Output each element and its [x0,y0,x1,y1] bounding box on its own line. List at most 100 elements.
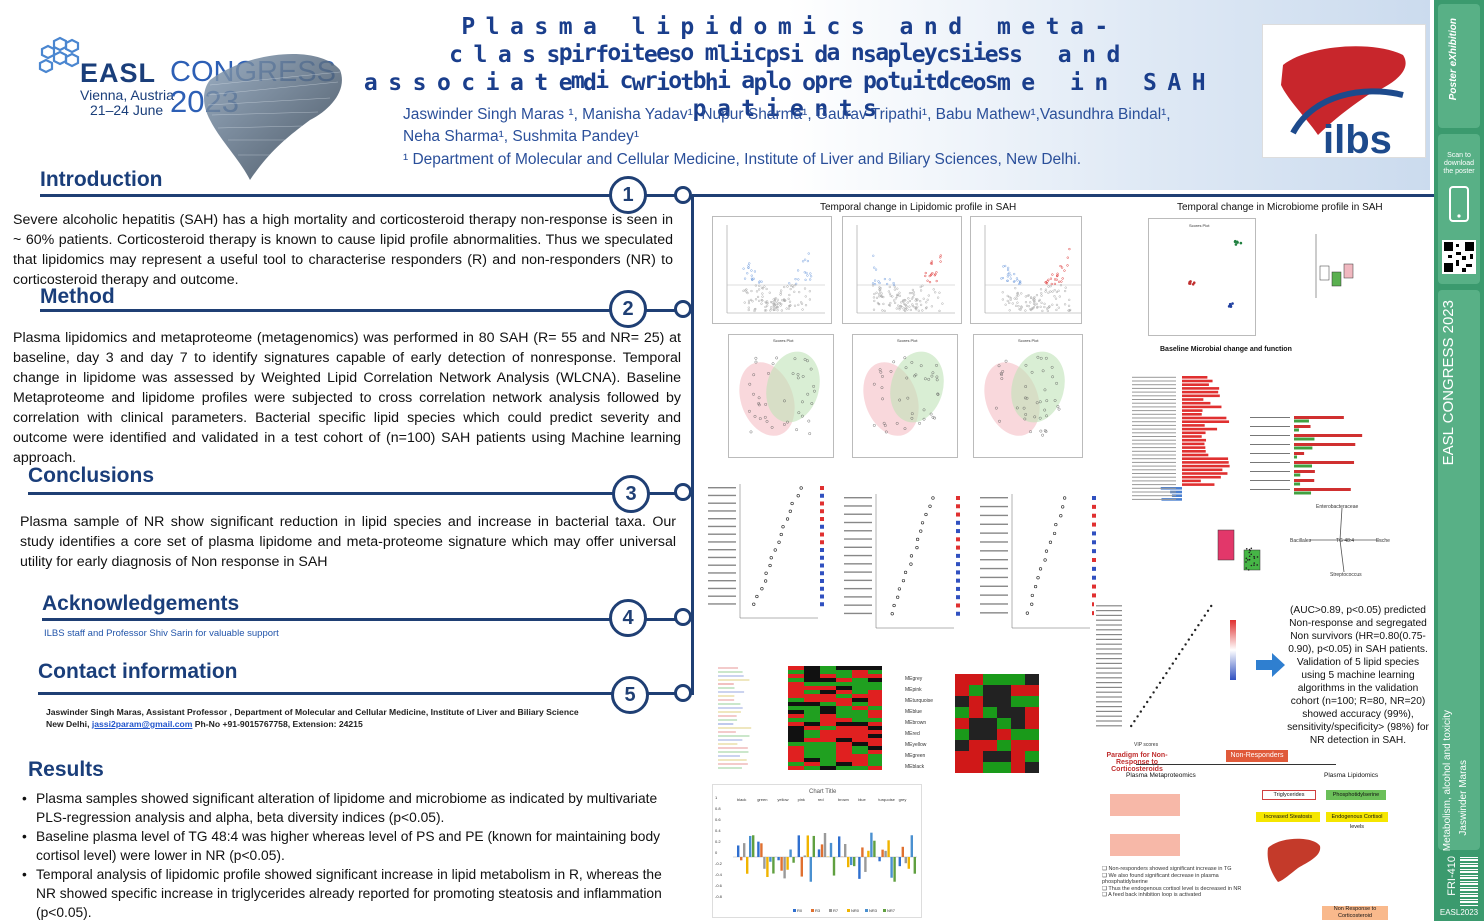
data-point [931,371,935,375]
data-point [1248,548,1251,551]
heat-cell [820,710,836,714]
data-point [1246,559,1249,561]
arrow-right-icon [1256,653,1285,677]
data-point [896,293,899,296]
data-point [1044,290,1047,293]
data-point [789,287,792,291]
heat-cell [788,666,804,670]
feature-label [708,556,736,559]
heat-cell [969,740,983,751]
heat-cell [836,714,852,718]
data-point [1066,256,1069,259]
data-point [1250,547,1253,550]
conclusions-text: Plasma sample of NR show significant red… [20,514,676,570]
data-point [754,284,758,287]
data-point [930,305,934,308]
heat-cell [820,762,836,766]
module-label: MEred [905,731,920,737]
feature-label [1096,662,1122,664]
diversity-boxplot [1306,226,1366,336]
barcode [1460,856,1478,906]
data-point [1037,299,1041,303]
results-bullet: Baseline plasma level of TG 48:4 was hig… [20,827,680,865]
bar [1294,464,1313,468]
data-point [1044,288,1048,291]
feature-label [708,549,736,551]
data-point [764,309,768,312]
data-point [1019,280,1022,283]
heat-cell [804,718,820,722]
heat-cell [852,726,868,730]
data-point [772,308,775,312]
data-point [936,393,940,396]
bar [1182,435,1202,438]
data-point [1057,289,1060,292]
data-point [780,289,783,292]
bar [789,849,792,857]
phospholipids-box: Phosphotidylserine [1326,790,1386,800]
heat-cell [956,603,960,608]
bar [803,855,806,857]
feature-label [1096,706,1122,708]
data-point [873,266,876,269]
data-point [919,303,923,307]
data-point [750,289,753,293]
data-point [1069,308,1072,312]
vip-score-plot: VIP scores [1094,600,1246,748]
bar [737,845,740,857]
bar [800,857,803,877]
importance-point [790,501,794,506]
data-point [876,301,880,305]
data-point [1064,286,1067,289]
bacterial-metabolism-box [1110,794,1180,816]
heat-cell [956,611,960,616]
data-point [747,308,750,312]
data-point [1023,396,1027,400]
importance-point [1048,540,1053,544]
contact-email-link[interactable]: jassi2param@gmail.com [91,719,193,729]
data-point [915,302,918,306]
data-point [927,294,930,297]
heat-cell [788,742,804,746]
bar [1182,398,1204,401]
data-point [1000,277,1003,280]
heat-cell [868,754,884,758]
heat-cell [852,674,868,678]
heat-cell [836,742,852,746]
feature-label [708,525,736,528]
heat-cell [788,730,804,734]
data-point [813,389,816,393]
vip-point [1171,662,1174,665]
data-point [801,400,804,404]
data-point [783,285,786,289]
heat-cell [804,702,820,706]
bar-label [1132,376,1176,378]
data-point [900,301,903,304]
data-point [1006,299,1009,303]
bar-label [1250,444,1290,445]
heat-cell [788,710,804,714]
data-point [1035,401,1039,405]
bar-label [1132,458,1176,460]
heat-cell [820,686,836,690]
data-point [761,292,764,295]
heat-cell [852,734,868,738]
bar-label [1132,410,1176,412]
data-point [1047,285,1050,288]
data-point [747,266,750,269]
data-point [1058,280,1061,283]
heat-cell [804,710,820,714]
paradigm-notes: ❑ Non-responders showed significant incr… [1102,866,1242,899]
qr-code[interactable] [1442,240,1476,274]
bar [890,857,893,878]
bar [1170,490,1182,494]
svg-text:Enterobacteraceae: Enterobacteraceae [1316,504,1358,510]
data-point [1044,356,1048,360]
conclusions-heading: Conclusions [28,464,155,487]
heat-cell [997,729,1011,740]
importance-point [931,496,935,500]
data-point [776,298,779,301]
non-response-box: Non Response to Corticosteroid [1322,906,1388,920]
contact-heading: Contact information [38,660,238,683]
heat-cell [868,690,884,694]
